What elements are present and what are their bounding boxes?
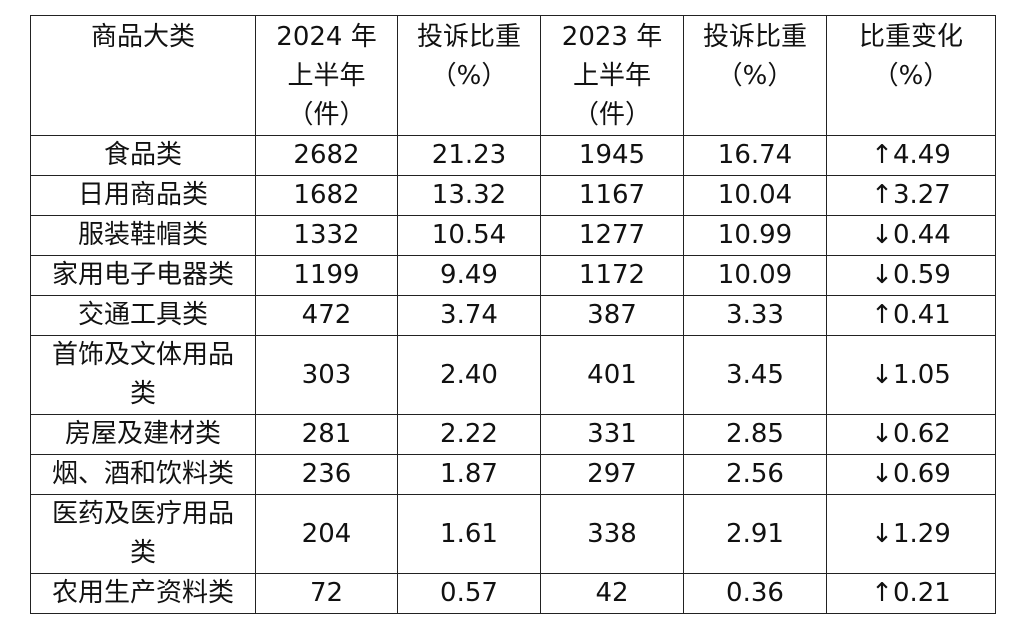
value-cell: 9.49: [397, 255, 541, 296]
category-cell: 农用生产资料类: [30, 573, 256, 614]
value-cell: 13.32: [397, 175, 541, 216]
value-cell: 3.74: [397, 295, 541, 336]
value-cell: ↑4.49: [826, 135, 996, 176]
value-cell: 10.54: [397, 215, 541, 256]
value-cell: 1172: [540, 255, 684, 296]
value-cell: ↑3.27: [826, 175, 996, 216]
value-cell: 1199: [255, 255, 398, 296]
category-cell: 烟、酒和饮料类: [30, 454, 256, 495]
table-row: 服装鞋帽类 1332 10.54 1277 10.99 ↓0.44: [30, 215, 996, 256]
value-cell: 1.87: [397, 454, 541, 495]
header-cell: 投诉比重（%）: [397, 15, 541, 136]
value-cell: 2682: [255, 135, 398, 176]
category-cell: 日用商品类: [30, 175, 256, 216]
category-cell: 首饰及文体用品类: [30, 335, 256, 415]
value-cell: 1332: [255, 215, 398, 256]
value-cell: 472: [255, 295, 398, 336]
value-cell: ↓1.05: [826, 335, 996, 415]
value-cell: 1682: [255, 175, 398, 216]
header-cell: 2024 年上半年（件）: [255, 15, 398, 136]
value-cell: 1.61: [397, 494, 541, 574]
value-cell: 2.91: [683, 494, 827, 574]
value-cell: 42: [540, 573, 684, 614]
table-row: 食品类 2682 21.23 1945 16.74 ↑4.49: [30, 135, 996, 176]
table-row: 交通工具类 472 3.74 387 3.33 ↑0.41: [30, 295, 996, 336]
header-cell: 2023 年上半年（件）: [540, 15, 684, 136]
value-cell: ↓0.59: [826, 255, 996, 296]
category-cell: 医药及医疗用品类: [30, 494, 256, 574]
value-cell: 10.99: [683, 215, 827, 256]
value-cell: ↓0.69: [826, 454, 996, 495]
value-cell: 303: [255, 335, 398, 415]
table-row: 医药及医疗用品类 204 1.61 338 2.91 ↓1.29: [30, 494, 996, 574]
value-cell: 338: [540, 494, 684, 574]
value-cell: 0.36: [683, 573, 827, 614]
table: 商品大类 2024 年上半年（件） 投诉比重（%） 2023 年上半年（件） 投诉比重（…: [30, 15, 996, 614]
category-cell: 服装鞋帽类: [30, 215, 256, 256]
value-cell: 281: [255, 414, 398, 455]
category-cell: 食品类: [30, 135, 256, 176]
header-cell: 商品大类: [30, 15, 256, 136]
category-cell: 房屋及建材类: [30, 414, 256, 455]
header-cell: 投诉比重（%）: [683, 15, 827, 136]
value-cell: 3.45: [683, 335, 827, 415]
value-cell: ↓0.62: [826, 414, 996, 455]
value-cell: 1945: [540, 135, 684, 176]
value-cell: 10.09: [683, 255, 827, 296]
category-cell: 交通工具类: [30, 295, 256, 336]
value-cell: ↑0.21: [826, 573, 996, 614]
value-cell: 204: [255, 494, 398, 574]
header-row: 商品大类 2024 年上半年（件） 投诉比重（%） 2023 年上半年（件） 投诉比重（…: [30, 15, 996, 136]
value-cell: ↓0.44: [826, 215, 996, 256]
value-cell: 10.04: [683, 175, 827, 216]
value-cell: ↑0.41: [826, 295, 996, 336]
value-cell: 401: [540, 335, 684, 415]
value-cell: 2.22: [397, 414, 541, 455]
value-cell: ↓1.29: [826, 494, 996, 574]
value-cell: 1277: [540, 215, 684, 256]
header-cell: 比重变化（%）: [826, 15, 996, 136]
value-cell: 16.74: [683, 135, 827, 176]
value-cell: 3.33: [683, 295, 827, 336]
value-cell: 1167: [540, 175, 684, 216]
table-row: 家用电子电器类 1199 9.49 1172 10.09 ↓0.59: [30, 255, 996, 296]
category-cell: 家用电子电器类: [30, 255, 256, 296]
value-cell: 72: [255, 573, 398, 614]
value-cell: 387: [540, 295, 684, 336]
value-cell: 21.23: [397, 135, 541, 176]
value-cell: 331: [540, 414, 684, 455]
value-cell: 0.57: [397, 573, 541, 614]
table-row: 烟、酒和饮料类 236 1.87 297 2.56 ↓0.69: [30, 454, 996, 495]
table-row: 农用生产资料类 72 0.57 42 0.36 ↑0.21: [30, 573, 996, 614]
table-row: 首饰及文体用品类 303 2.40 401 3.45 ↓1.05: [30, 335, 996, 415]
value-cell: 2.85: [683, 414, 827, 455]
value-cell: 2.40: [397, 335, 541, 415]
value-cell: 236: [255, 454, 398, 495]
table-container: 商品大类 2024 年上半年（件） 投诉比重（%） 2023 年上半年（件） 投诉比重（…: [30, 15, 996, 614]
table-row: 日用商品类 1682 13.32 1167 10.04 ↑3.27: [30, 175, 996, 216]
value-cell: 297: [540, 454, 684, 495]
value-cell: 2.56: [683, 454, 827, 495]
table-row: 房屋及建材类 281 2.22 331 2.85 ↓0.62: [30, 414, 996, 455]
